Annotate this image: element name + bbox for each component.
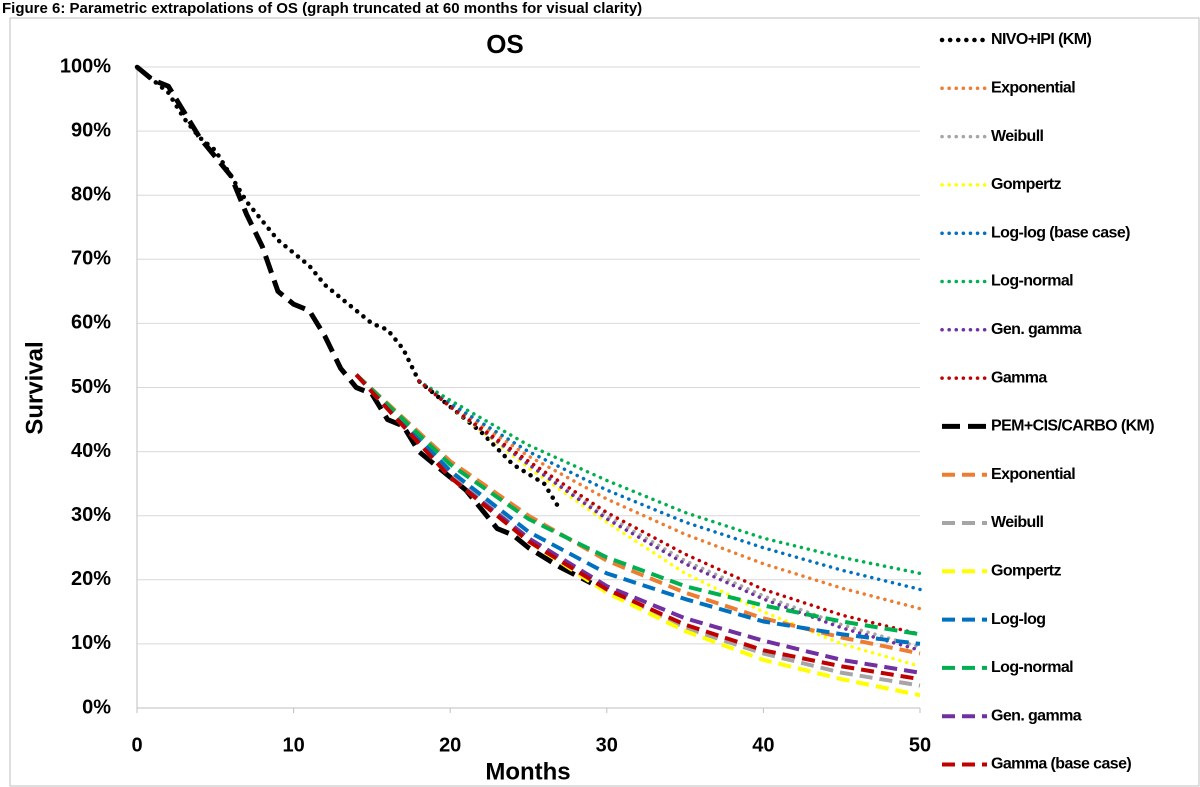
series-line: [135, 65, 593, 586]
chart-title: OS: [486, 29, 524, 59]
series-line: [417, 379, 922, 637]
legend-label: Gompertz: [991, 176, 1061, 193]
y-axis-label: Survival: [21, 341, 48, 434]
legend-label: Log-log: [991, 611, 1045, 628]
series-line: [354, 373, 921, 698]
x-tick-label: 40: [752, 734, 774, 756]
y-tick-label: 60%: [71, 312, 111, 334]
x-tick-label: 10: [282, 734, 304, 756]
series-line: [354, 373, 921, 688]
legend-label: Log-log (base case): [991, 224, 1130, 241]
y-tick-label: 0%: [82, 696, 111, 718]
legend-label: NIVO+IPI (KM): [991, 31, 1091, 48]
series-line: [134, 64, 563, 512]
legend-label: Gen. gamma: [991, 321, 1082, 338]
legend-label: Exponential: [991, 466, 1075, 483]
legend-label: Gen. gamma: [991, 707, 1082, 724]
legend-label: PEM+CIS/CARBO (KM): [991, 418, 1154, 435]
series-line: [417, 379, 922, 592]
series-line: [354, 373, 921, 675]
y-tick-label: 40%: [71, 440, 111, 462]
x-tick-label: 20: [439, 734, 461, 756]
y-tick-label: 50%: [71, 376, 111, 398]
legend-label: Exponential: [991, 80, 1075, 97]
legend-label: Gamma (base case): [991, 756, 1131, 773]
x-tick-label: 50: [909, 734, 931, 756]
legend-label: Weibull: [991, 128, 1044, 145]
legend-label: Weibull: [991, 514, 1044, 531]
series-line: [354, 373, 921, 656]
series-line: [354, 373, 921, 637]
legend-label: Log-normal: [991, 659, 1073, 676]
series-line: [417, 379, 922, 576]
x-tick-label: 30: [596, 734, 618, 756]
y-tick-label: 20%: [71, 568, 111, 590]
y-tick-label: 100%: [60, 55, 111, 77]
series-line: [354, 373, 921, 646]
figure-caption: Figure 6: Parametric extrapolations of O…: [2, 0, 642, 17]
legend-label: Log-normal: [991, 273, 1073, 290]
y-tick-label: 10%: [71, 632, 111, 654]
chart-frame: [9, 17, 1200, 787]
series-line: [417, 379, 922, 611]
y-tick-label: 30%: [71, 504, 111, 526]
series-line: [354, 373, 921, 682]
x-tick-label: 0: [131, 734, 142, 756]
x-axis-label: Months: [485, 758, 570, 785]
legend-label: Gamma: [991, 369, 1047, 386]
y-tick-label: 70%: [71, 248, 111, 270]
legend-label: Gompertz: [991, 563, 1061, 580]
y-tick-label: 80%: [71, 183, 111, 205]
y-tick-label: 90%: [71, 119, 111, 141]
